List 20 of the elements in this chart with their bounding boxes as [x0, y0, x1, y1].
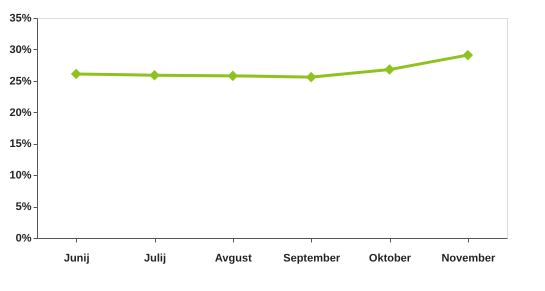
x-tick-label: Junij [64, 252, 90, 264]
point [149, 70, 160, 80]
y-tick-label: 15% [9, 138, 32, 150]
y-tick-label: 10% [9, 170, 32, 182]
x-tick-label: November [441, 252, 496, 264]
x-tick-label: September [283, 252, 341, 264]
y-tick-label: 35% [9, 12, 32, 24]
y-tick-label: 5% [16, 201, 32, 214]
y-tick-label: 0% [16, 232, 32, 244]
point [228, 70, 238, 82]
x-tick-label: Oktober [368, 252, 412, 264]
point [384, 64, 395, 75]
y-tick-label: 25% [9, 75, 32, 88]
point [70, 68, 82, 80]
point [306, 72, 316, 82]
y-tick-label: 30% [9, 44, 32, 56]
point [462, 50, 474, 60]
y-tick-label: 20% [9, 106, 32, 119]
x-tick-label: Julij [144, 252, 166, 264]
x-tick-label: Avgust [214, 252, 252, 264]
